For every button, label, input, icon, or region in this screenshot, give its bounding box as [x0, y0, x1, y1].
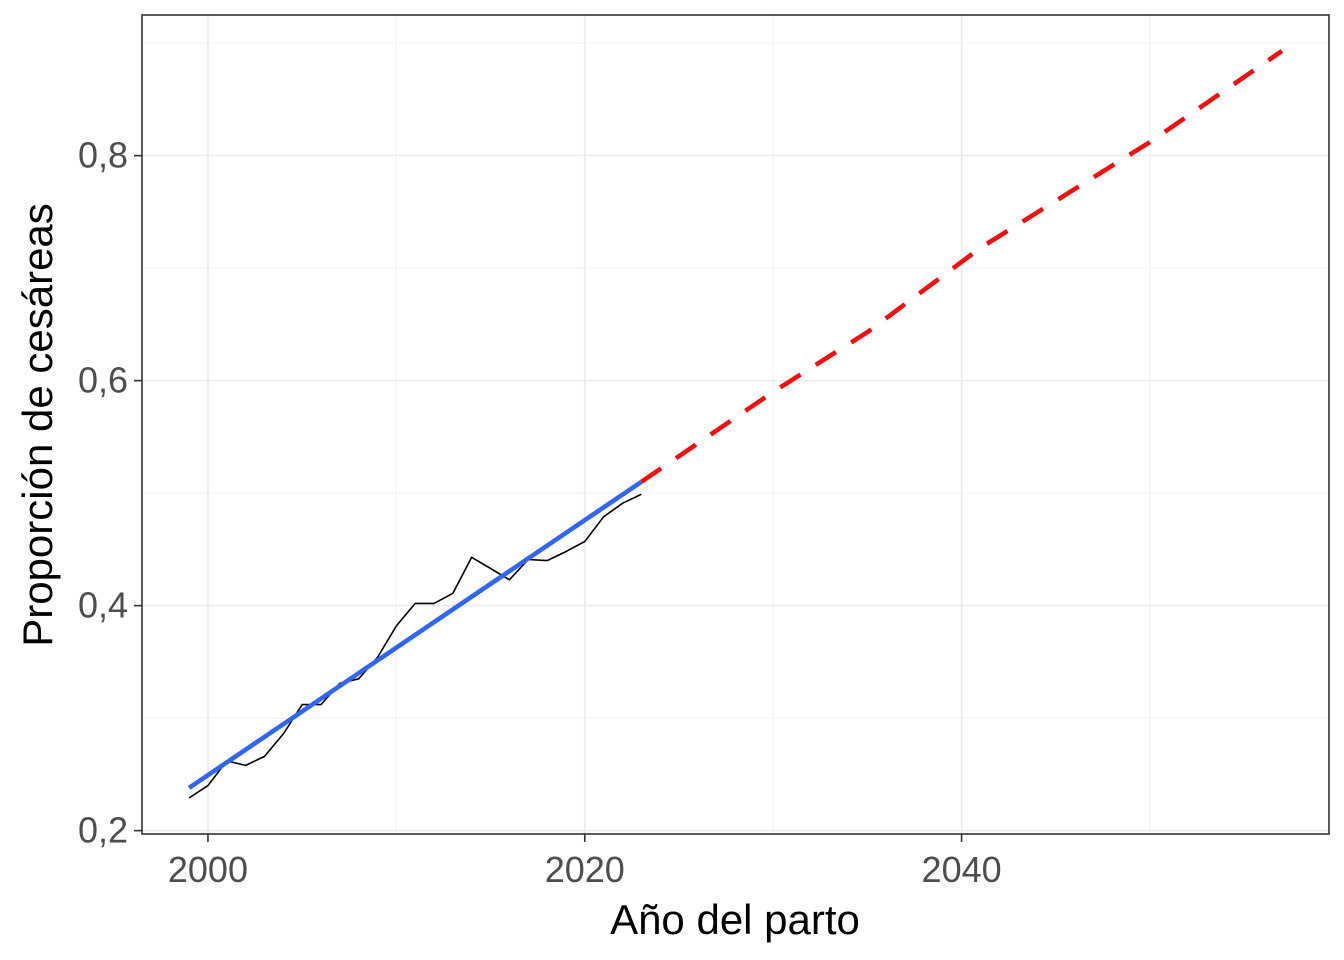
- grid-minor: [142, 15, 1329, 834]
- y-axis: 0,2 0,4 0,6 0,8: [78, 135, 142, 851]
- panel-border: [141, 14, 1330, 835]
- y-tick-label: 0,2: [78, 810, 128, 851]
- y-axis-title: Proporción de cesáreas: [14, 203, 61, 647]
- series-layer: [187, 49, 1284, 799]
- panel-background: [142, 15, 1329, 834]
- x-tick-label: 2000: [168, 849, 248, 890]
- y-tick-label: 0,8: [78, 135, 128, 176]
- series-line-2: [187, 479, 643, 790]
- x-tick-label: 2020: [545, 849, 625, 890]
- series-line-3: [640, 49, 1284, 484]
- x-tick-label: 2040: [922, 849, 1002, 890]
- y-tick-label: 0,4: [78, 585, 128, 626]
- y-tick-label: 0,6: [78, 360, 128, 401]
- x-axis-title: Año del parto: [610, 896, 860, 943]
- x-axis: 2000 2020 2040: [168, 834, 1002, 890]
- series-line-1: [188, 493, 642, 799]
